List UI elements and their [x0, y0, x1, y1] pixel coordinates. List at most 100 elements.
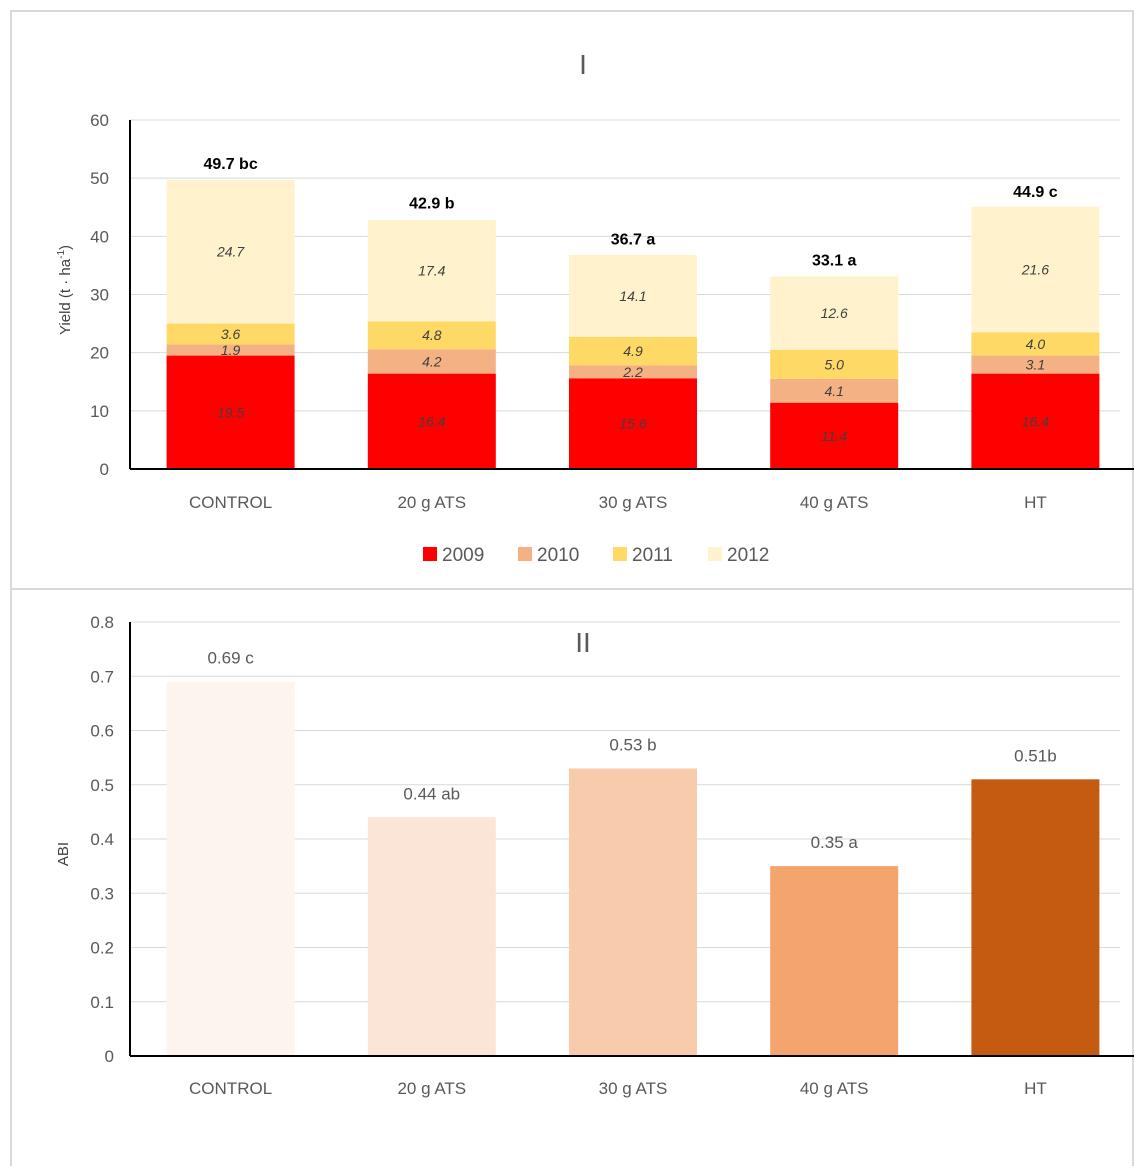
- legend-label: 2012: [727, 545, 769, 566]
- segment-value-label: 4.1: [824, 383, 843, 399]
- segment-value-label: 11.4: [821, 428, 847, 444]
- y-tick-label: 50: [90, 169, 109, 188]
- abi-value-label: 0.35 a: [811, 833, 859, 852]
- segment-value-label: 12.6: [821, 305, 848, 321]
- segment-value-label: 4.8: [422, 327, 442, 343]
- chart-title: II: [575, 627, 591, 658]
- bar-segment-2012: [166, 179, 295, 324]
- bar-segment-2012: [770, 276, 899, 350]
- bar-segment-2011: [166, 323, 295, 345]
- abi-value-label: 0.51b: [1014, 746, 1057, 765]
- bar-segment-2011: [770, 349, 899, 379]
- y-tick-label: 10: [90, 402, 109, 421]
- legend-label: 2011: [632, 545, 673, 566]
- chart-title: I: [579, 49, 587, 80]
- bar-segment-2010: [770, 378, 899, 403]
- abi-chart-panel: 0 0.1 0.2 0.3 0.4 0.5 0.6 0.7 0.8 II 0.69 c CONTROL…: [10, 588, 1134, 1166]
- segment-value-label: 3.6: [221, 326, 241, 342]
- y-tick-label: 0.6: [90, 722, 114, 741]
- bar-segment-2011: [367, 321, 496, 350]
- bar-segment-2012: [971, 206, 1100, 333]
- segment-value-label: 19.5: [217, 404, 244, 420]
- category-label: 20 g ATS: [397, 1079, 466, 1098]
- y-tick-label: 20: [90, 344, 109, 363]
- abi-value-label: 0.53 b: [609, 735, 656, 754]
- category-label: 30 g ATS: [599, 493, 668, 512]
- segment-value-label: 3.1: [1026, 357, 1045, 373]
- abi-bar: [569, 768, 697, 1056]
- legend-swatch-2011: [613, 547, 627, 561]
- category-label: 40 g ATS: [800, 493, 869, 512]
- bar-segment-2009: [569, 378, 697, 469]
- bar-segment-2009: [367, 373, 496, 469]
- y-axis-title-main: Yield (t · ha: [57, 258, 74, 335]
- y-tick-label: 0: [105, 1047, 114, 1066]
- category-label: 40 g ATS: [800, 1079, 869, 1098]
- legend-label: 2010: [537, 545, 579, 566]
- segment-value-label: 16.4: [1022, 413, 1049, 429]
- segment-value-label: 24.7: [216, 244, 245, 260]
- y-tick-label: 30: [90, 286, 109, 305]
- y-tick-label: 0: [100, 460, 109, 479]
- segment-value-label: 15.6: [619, 416, 646, 432]
- total-value-label: 42.9 b: [409, 195, 455, 212]
- y-tick-label: 0.7: [90, 667, 114, 686]
- y-axis-title: Yield (t · ha-1): [56, 245, 74, 335]
- abi-bar-chart: 0 0.1 0.2 0.3 0.4 0.5 0.6 0.7 0.8 II 0.69 c CONTROL…: [55, 613, 1134, 1098]
- bar-segment-2009: [166, 355, 295, 469]
- segment-value-label: 4.9: [623, 343, 643, 359]
- y-tick-label: 60: [90, 111, 109, 130]
- category-label: CONTROL: [189, 493, 272, 512]
- y-axis-title-close: ): [57, 245, 74, 250]
- y-tick-label: 0.5: [90, 776, 114, 795]
- bar-segment-2012: [569, 254, 697, 337]
- segment-value-label: 1.9: [221, 342, 241, 358]
- y-tick-label: 0.8: [90, 613, 114, 632]
- bar-segment-2011: [569, 336, 697, 366]
- segment-value-label: 2.2: [622, 364, 643, 380]
- yield-chart-panel: I 0 10 20 30 40 50 60 19.5 1.9 3.6 24.7 49.7 bc CONTR…: [10, 10, 1134, 590]
- bar-segment-2009: [770, 402, 899, 469]
- bar-segment-2010: [971, 355, 1100, 374]
- y-tick-label: 0.3: [90, 884, 114, 903]
- abi-bar: [971, 779, 1100, 1056]
- category-label: CONTROL: [189, 1079, 272, 1098]
- bar-segment-2012: [367, 220, 496, 322]
- category-label: 20 g ATS: [397, 493, 466, 512]
- abi-bar: [770, 866, 899, 1056]
- legend-swatch-2012: [708, 547, 722, 561]
- abi-value-label: 0.44 ab: [403, 784, 460, 803]
- legend-swatch-2010: [518, 547, 532, 561]
- segment-value-label: 21.6: [1021, 261, 1049, 277]
- bar-segment-2010: [569, 365, 697, 379]
- abi-bar: [166, 681, 295, 1056]
- total-value-label: 33.1 a: [812, 252, 857, 269]
- bar-segment-2011: [971, 332, 1100, 356]
- bar-segment-2009: [971, 373, 1100, 469]
- segment-value-label: 16.4: [418, 413, 445, 429]
- segment-value-label: 4.2: [422, 353, 442, 369]
- y-tick-label: 40: [90, 227, 109, 246]
- total-value-label: 36.7 a: [611, 232, 656, 249]
- y-axis-title-superscript: -1: [56, 250, 67, 259]
- yield-stacked-bar-chart: I 0 10 20 30 40 50 60 19.5 1.93.6 24.7 49.7 bc CONTR…: [56, 49, 1134, 566]
- abi-bar: [367, 817, 496, 1056]
- legend-label: 2009: [442, 545, 484, 566]
- segment-value-label: 4.0: [1026, 336, 1046, 352]
- y-tick-label: 0.2: [90, 939, 114, 958]
- total-value-label: 49.7 bc: [203, 156, 257, 173]
- segment-value-label: 17.4: [418, 263, 445, 279]
- abi-value-label: 0.69 c: [207, 649, 254, 668]
- bar-segment-2010: [166, 344, 295, 356]
- category-label: 30 g ATS: [599, 1079, 668, 1098]
- category-label: HT: [1024, 1079, 1047, 1098]
- y-axis-title: ABI: [55, 842, 72, 866]
- segment-value-label: 14.1: [619, 288, 646, 304]
- y-tick-label: 0.1: [90, 993, 114, 1012]
- segment-value-label: 5.0: [824, 356, 844, 372]
- y-tick-label: 0.4: [90, 830, 114, 849]
- total-value-label: 44.9 c: [1013, 184, 1058, 201]
- bar-segment-2010: [367, 349, 496, 374]
- category-label: HT: [1024, 493, 1047, 512]
- legend-swatch-2009: [423, 547, 437, 561]
